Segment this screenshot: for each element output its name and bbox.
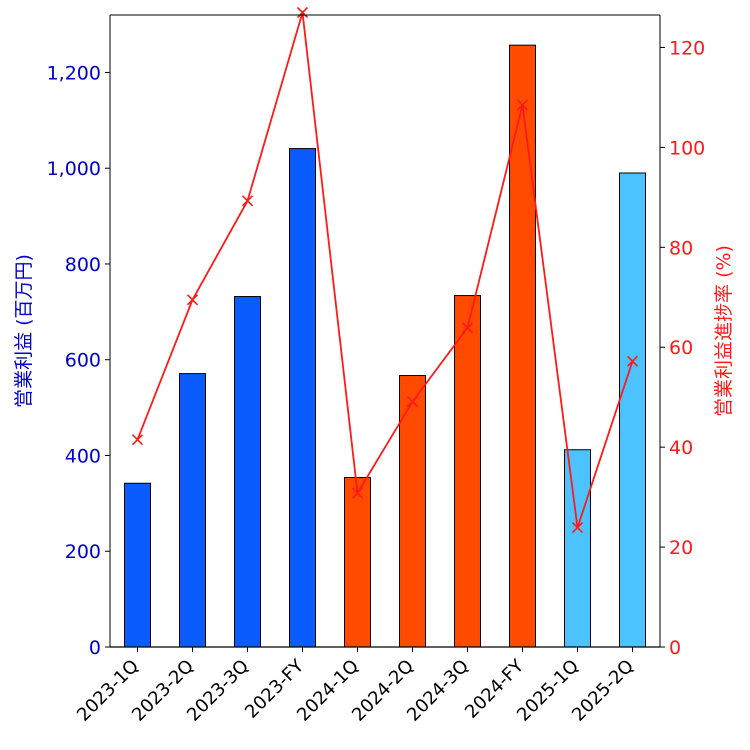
bar-2025-2Q xyxy=(619,172,646,648)
line-series xyxy=(131,6,639,534)
right-axis-title: 営業利益進捗率 (%) xyxy=(713,245,735,417)
axes xyxy=(109,14,661,648)
bar-2025-1Q xyxy=(564,449,591,648)
left-tick-label: 1,000 xyxy=(47,158,101,180)
marker-2023-1Q xyxy=(131,434,144,446)
marker-2025-2Q xyxy=(626,355,639,367)
right-tick-label: 20 xyxy=(669,537,693,559)
bar-2024-3Q xyxy=(454,295,481,648)
bar-series xyxy=(124,44,646,648)
marker-2024-FY xyxy=(516,99,529,111)
bar-2023-1Q xyxy=(124,482,151,648)
left-tick-label: 0 xyxy=(89,637,101,659)
left-tick-label: 800 xyxy=(65,254,101,276)
right-tick-label: 60 xyxy=(669,337,693,359)
marker-2023-FY xyxy=(296,6,309,19)
marker-2023-2Q xyxy=(186,294,199,306)
progress-line xyxy=(136,12,634,528)
right-tick-label: 80 xyxy=(669,237,693,259)
right-tick-label: 40 xyxy=(669,437,693,459)
right-tick-label: 0 xyxy=(669,637,681,659)
bar-2024-FY xyxy=(509,44,536,648)
marker-2024-2Q xyxy=(406,396,419,408)
right-tick-label: 120 xyxy=(669,37,705,59)
marker-2024-3Q xyxy=(461,322,474,334)
bar-2024-1Q xyxy=(344,477,371,648)
right-tick-label: 100 xyxy=(669,137,705,159)
marker-2023-3Q xyxy=(241,195,254,207)
bar-2023-3Q xyxy=(234,296,261,648)
bar-2023-2Q xyxy=(179,373,206,648)
bar-2023-FY xyxy=(289,148,316,648)
left-tick-label: 1,200 xyxy=(47,62,101,84)
left-tick-label: 200 xyxy=(65,541,101,563)
marker-2025-1Q xyxy=(571,522,584,534)
left-axis-title: 営業利益 (百万円) xyxy=(13,254,35,408)
left-tick-label: 600 xyxy=(65,350,101,372)
left-tick-label: 400 xyxy=(65,445,101,467)
marker-2024-1Q xyxy=(351,487,364,499)
